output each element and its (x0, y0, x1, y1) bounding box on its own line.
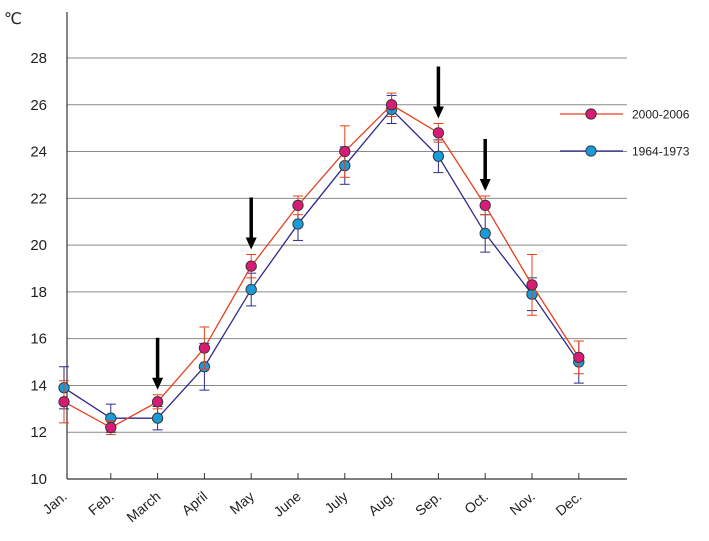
y-tick-label: 28 (30, 50, 47, 67)
series-line (63, 103, 580, 429)
series-1964-1973 (58, 94, 585, 433)
arrow-head (152, 377, 164, 390)
data-point (245, 260, 257, 272)
legend-label: 2000-2006 (632, 108, 690, 122)
arrow-head (245, 237, 257, 250)
arrow-head (432, 106, 444, 119)
data-point (573, 351, 585, 364)
legend-item: 1964-1973 (560, 145, 690, 159)
legend-item: 2000-2006 (560, 108, 690, 122)
y-tick-label: 14 (30, 377, 47, 394)
x-tick-label: March (123, 488, 163, 525)
data-point (105, 421, 117, 434)
x-tick-label: Oct. (461, 488, 491, 517)
data-point (479, 199, 491, 212)
data-point (151, 396, 164, 408)
legend: 2000-2006 1964-1973 (560, 108, 690, 159)
x-tick-label: Feb. (85, 488, 117, 518)
data-point (526, 279, 538, 291)
data-point (58, 396, 70, 408)
annotation-arrows (152, 66, 491, 390)
x-tick-label: May (227, 488, 258, 517)
grid-lines (67, 57, 627, 433)
y-tick-label: 24 (30, 144, 47, 161)
y-tick-label: 20 (30, 237, 47, 254)
x-tick-label: Aug. (365, 488, 397, 519)
data-point (245, 283, 257, 296)
down-arrow-icon (479, 138, 491, 191)
x-tick-labels: Jan. Feb. March April May June July Aug. Sep. Oct… (39, 488, 584, 525)
y-tick-label: 16 (30, 331, 47, 348)
data-point (292, 218, 304, 230)
x-tick-label: June (270, 488, 304, 520)
data-point (339, 145, 351, 158)
x-tick-label: Sep. (412, 488, 444, 519)
data-point (198, 342, 211, 354)
x-tick-label: April (179, 488, 211, 518)
y-axis-unit-label: ℃ (4, 9, 22, 28)
legend-label: 1964-1973 (632, 145, 690, 159)
arrow-head (479, 178, 491, 191)
data-point (151, 412, 164, 424)
y-tick-label: 12 (30, 424, 47, 441)
y-tick-label: 18 (30, 284, 47, 301)
data-point (385, 99, 398, 111)
down-arrow-icon (152, 337, 164, 390)
down-arrow-icon (432, 66, 444, 119)
x-tick-label: Nov. (506, 488, 538, 518)
y-tick-label: 22 (30, 190, 47, 207)
data-point (432, 127, 445, 139)
y-tick-label: 26 (30, 97, 47, 114)
series-line (63, 108, 580, 419)
y-tick-labels: 10 12 14 16 18 20 22 24 26 28 (30, 50, 47, 488)
series-2000-2006 (58, 92, 585, 436)
data-point (432, 150, 445, 162)
series (58, 92, 585, 436)
x-tick-label: Dec. (552, 488, 584, 519)
y-tick-label: 10 (30, 471, 47, 488)
data-point (479, 227, 491, 240)
legend-marker (585, 145, 597, 157)
x-tick-label: Jan. (39, 488, 70, 517)
down-arrow-icon (245, 197, 257, 250)
legend-marker (585, 108, 597, 120)
data-point (292, 199, 304, 212)
x-tick-label: July (321, 488, 350, 516)
